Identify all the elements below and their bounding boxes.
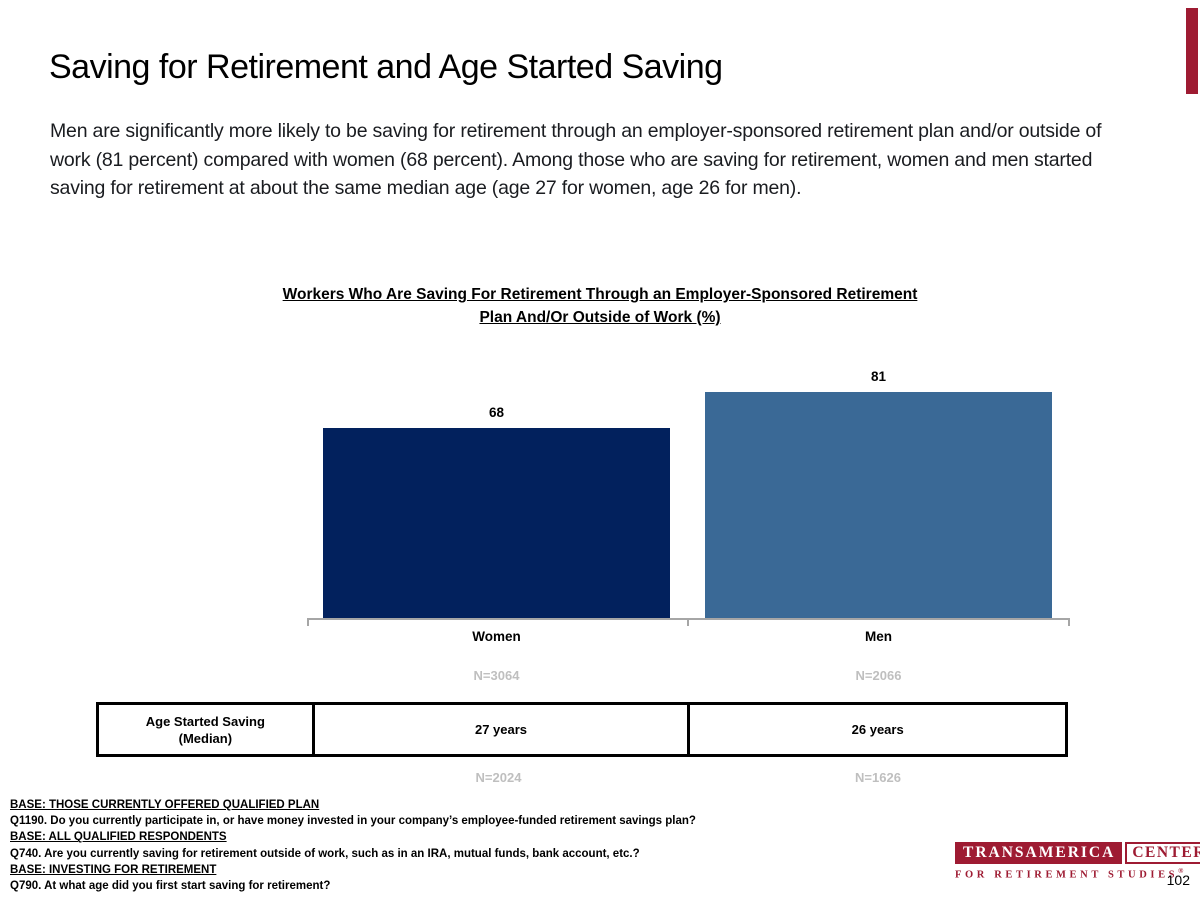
bar-value-men: 81 bbox=[870, 369, 887, 384]
footnote-question-1: Q1190. Do you currently participate in, … bbox=[10, 815, 696, 828]
corner-accent-bar bbox=[1186, 8, 1198, 94]
median-age-table: Age Started Saving (Median) 27 years 26 … bbox=[96, 702, 1068, 757]
table-cell-women: 27 years bbox=[311, 705, 688, 754]
table-row-header: Age Started Saving (Median) bbox=[99, 705, 312, 754]
sample-size-men: N=2066 bbox=[855, 668, 902, 683]
footnote-base-3: BASE: INVESTING FOR RETIREMENT bbox=[10, 863, 217, 876]
logo-center-block: CENTER bbox=[1125, 842, 1200, 864]
table-cell-men: 26 years bbox=[687, 705, 1065, 754]
logo-subtitle: FOR RETIREMENT STUDIES® bbox=[955, 867, 1200, 881]
transamerica-logo: TRANSAMERICA CENTER FOR RETIREMENT STUDI… bbox=[955, 842, 1200, 881]
category-label-women: Women bbox=[472, 629, 521, 644]
table-sample-size-women: N=2024 bbox=[475, 770, 522, 785]
footnote-question-2: Q740. Are you currently saving for retir… bbox=[10, 847, 640, 860]
table-row-header-line2: (Median) bbox=[178, 730, 233, 746]
footnotes: BASE: THOSE CURRENTLY OFFERED QUALIFIED … bbox=[10, 797, 990, 894]
category-label-men: Men bbox=[865, 629, 892, 644]
logo-transamerica-block: TRANSAMERICA bbox=[955, 842, 1123, 864]
footnote-base-1: BASE: THOSE CURRENTLY OFFERED QUALIFIED … bbox=[10, 799, 320, 811]
chart-title: Workers Who Are Saving For Retirement Th… bbox=[280, 283, 920, 329]
bar-value-women: 68 bbox=[488, 405, 505, 420]
bar-women: 68 bbox=[323, 405, 670, 618]
bar-men: 81 bbox=[705, 369, 1052, 618]
footnote-question-3: Q790. At what age did you first start sa… bbox=[10, 880, 331, 893]
table-sample-size-men: N=1626 bbox=[855, 770, 901, 785]
bar-chart: 68 81 bbox=[307, 360, 1070, 618]
summary-paragraph: Men are significantly more likely to be … bbox=[50, 120, 1102, 199]
x-axis-tick bbox=[687, 618, 689, 626]
logo-wordmark: TRANSAMERICA CENTER bbox=[955, 842, 1200, 864]
sample-size-women: N=3064 bbox=[473, 668, 520, 683]
x-axis-tick bbox=[307, 618, 309, 626]
x-axis-tick bbox=[1068, 618, 1070, 626]
page-title: Saving for Retirement and Age Started Sa… bbox=[49, 48, 723, 86]
page-number: 102 bbox=[1166, 872, 1190, 888]
table-row-header-line1: Age Started Saving bbox=[145, 713, 265, 729]
registered-mark-icon: ® bbox=[1178, 867, 1184, 875]
chart-title-text: Workers Who Are Saving For Retirement Th… bbox=[282, 286, 918, 326]
footnote-base-2: BASE: ALL QUALIFIED RESPONDENTS bbox=[10, 831, 227, 844]
logo-subtitle-text: FOR RETIREMENT STUDIES bbox=[955, 869, 1179, 881]
